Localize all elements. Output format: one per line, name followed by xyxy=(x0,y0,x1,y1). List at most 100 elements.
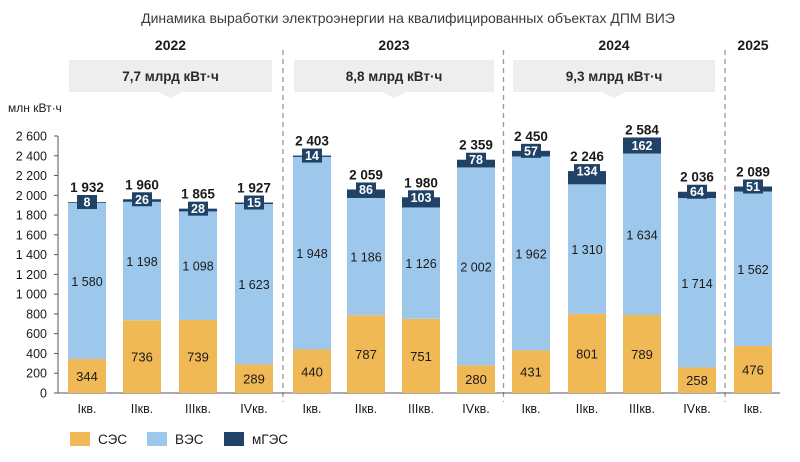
x-tick-label: Iкв. xyxy=(77,402,96,416)
bar-label-ses: 280 xyxy=(465,372,487,387)
bar-ses xyxy=(179,319,217,393)
bar-label-bg-ges xyxy=(188,201,208,216)
bar-ves xyxy=(678,198,716,368)
bar-label-ges: 57 xyxy=(524,144,538,158)
bar-ses xyxy=(623,315,661,393)
y-tick-label: 1 600 xyxy=(16,228,47,242)
y-tick-label: 2 000 xyxy=(16,189,47,203)
bar-label-bg-ges xyxy=(574,164,600,179)
bar-total-label: 2 359 xyxy=(459,138,493,153)
bar-ses xyxy=(347,315,385,393)
x-tick-label: Iкв. xyxy=(743,402,762,416)
bar-label-ves: 1 948 xyxy=(296,247,327,261)
y-tick-label: 1 800 xyxy=(16,209,47,223)
bar-total-label: 2 059 xyxy=(349,167,383,182)
bar-label-ges: 8 xyxy=(84,196,91,210)
bar-label-ses: 789 xyxy=(631,347,653,362)
bar-total-label: 1 932 xyxy=(70,180,104,195)
bar-total-label: 2 036 xyxy=(680,170,714,185)
bar-label-ses: 289 xyxy=(243,372,265,387)
bar-label-ges: 134 xyxy=(577,165,598,179)
bar-label-ges: 15 xyxy=(247,196,261,210)
bar-ves xyxy=(347,197,385,316)
y-tick-label: 2 400 xyxy=(16,149,47,163)
legend-label: мГЭС xyxy=(252,432,288,447)
year-total-label: 7,7 млрд кВт·ч xyxy=(122,69,219,84)
legend-label: СЭС xyxy=(98,432,127,447)
bar-label-ges: 162 xyxy=(632,139,653,153)
bar-label-ves: 1 623 xyxy=(238,278,269,292)
x-tick-label: Iкв. xyxy=(302,402,321,416)
y-tick-label: 400 xyxy=(26,347,47,361)
bar-ves xyxy=(568,184,606,314)
bar-label-ves: 1 714 xyxy=(681,277,712,291)
x-tick-label: IIкв. xyxy=(355,402,378,416)
bar-label-bg-ges xyxy=(408,190,434,205)
bar-ves xyxy=(512,156,550,351)
y-axis: 0 200 400 600 800 1 000 1 200 1 400 1 600 1 800 2 … xyxy=(16,130,780,401)
bar-total-label: 1 980 xyxy=(404,175,438,190)
x-tick-label: IVкв. xyxy=(240,402,267,416)
bar-label-bg-ges xyxy=(743,179,763,194)
bar-label-ses: 801 xyxy=(576,346,598,361)
bar-label-ves: 1 634 xyxy=(626,228,657,242)
bar-label-ses: 739 xyxy=(187,349,209,364)
bar-label-ges: 28 xyxy=(191,202,205,216)
bar-label-ges: 64 xyxy=(690,185,704,199)
x-tick-label: IIIкв. xyxy=(185,402,211,416)
bar-ves xyxy=(293,156,331,350)
legend: СЭС ВЭС мГЭС xyxy=(70,432,288,447)
bar-label-ses: 736 xyxy=(131,350,153,365)
bar-total-label: 1 960 xyxy=(125,177,159,192)
y-tick-label: 600 xyxy=(26,327,47,341)
bar-ses xyxy=(568,313,606,393)
x-tick-label: IVкв. xyxy=(683,402,710,416)
bar-label-bg-ges xyxy=(629,137,655,154)
y-tick-label: 1 000 xyxy=(16,288,47,302)
bar-label-ges: 86 xyxy=(359,183,373,197)
y-tick-label: 2 200 xyxy=(16,169,47,183)
bar-label-ves: 1 310 xyxy=(571,243,602,257)
year-dividers xyxy=(282,50,726,402)
bar-ses xyxy=(678,367,716,393)
bar-total-label: 2 403 xyxy=(295,134,329,149)
bar-label-bg-ges xyxy=(302,148,322,163)
bar-label-ves: 1 186 xyxy=(350,251,381,265)
bar-label-ses: 440 xyxy=(301,364,323,379)
y-tick-label: 200 xyxy=(26,367,47,381)
legend-swatch xyxy=(147,432,167,446)
x-tick-label: IVкв. xyxy=(462,402,489,416)
y-axis-label: млн кВт·ч xyxy=(8,101,62,115)
bar-ses xyxy=(68,358,106,393)
legend-swatch xyxy=(70,432,90,446)
bar-label-bg-ges xyxy=(244,195,264,210)
year-total-banner xyxy=(513,60,715,98)
bar-ves xyxy=(457,167,495,366)
y-tick-label: 800 xyxy=(26,307,47,321)
bar-label-ves: 2 002 xyxy=(460,260,491,274)
bar-label-ves: 1 580 xyxy=(71,275,102,289)
bar-label-ges: 51 xyxy=(746,180,760,194)
bar-ves xyxy=(623,153,661,316)
bar-ses xyxy=(734,345,772,393)
bar-label-bg-ges xyxy=(356,182,376,197)
bar-label-ves: 1 126 xyxy=(405,257,436,271)
bar-label-ses: 431 xyxy=(520,365,542,380)
bar-label-ges: 103 xyxy=(411,191,432,205)
bar-label-bg-ges xyxy=(687,184,707,199)
bar-label-bg-ges xyxy=(521,143,541,158)
bar-ves xyxy=(68,202,106,359)
bar-ves xyxy=(179,211,217,320)
y-tick-label: 2 600 xyxy=(16,130,47,144)
bar-total-label: 2 450 xyxy=(514,129,548,144)
bar-label-ses: 258 xyxy=(686,373,708,388)
bar-ses xyxy=(512,350,550,393)
x-tick-label: IIIкв. xyxy=(408,402,434,416)
y-tick-label: 0 xyxy=(40,387,47,401)
year-label: 2023 xyxy=(378,37,409,53)
legend-swatch xyxy=(224,432,244,446)
bar-total-label: 1 865 xyxy=(181,187,215,202)
year-label: 2022 xyxy=(155,37,186,53)
